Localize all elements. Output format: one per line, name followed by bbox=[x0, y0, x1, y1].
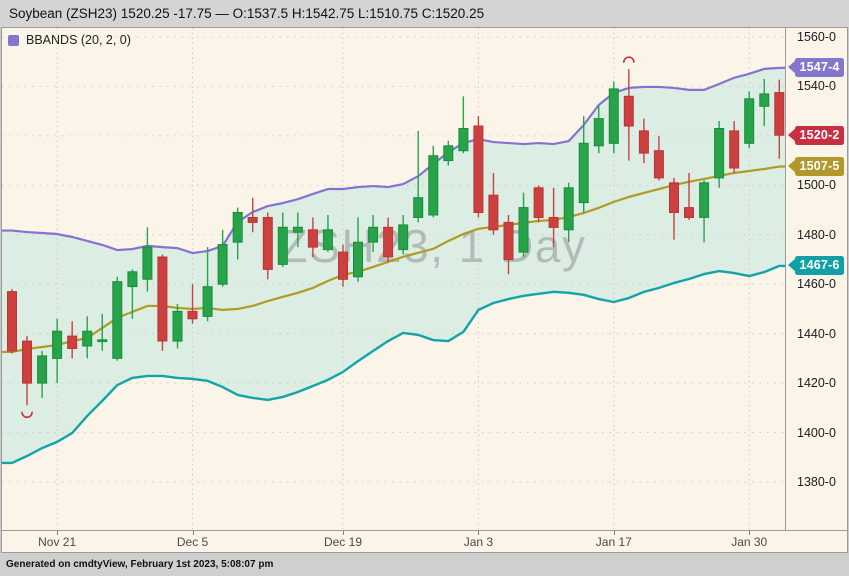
time-tick-mark bbox=[342, 531, 344, 535]
time-tick-label: Dec 19 bbox=[323, 535, 362, 549]
upper-band-price-badge: 1547-4 bbox=[788, 58, 844, 78]
candle-body[interactable] bbox=[503, 221, 514, 260]
candle-body[interactable] bbox=[623, 95, 634, 127]
candle-body[interactable] bbox=[217, 244, 228, 285]
time-axis[interactable]: Nov 21 Dec 5 Dec 19 Jan 3 Jan 17 Jan 30 bbox=[2, 530, 847, 552]
candle-body[interactable] bbox=[774, 92, 785, 136]
price-axis[interactable]: 1560-0 1540-0 1500-0 1480-0 1460-0 1440-0 1420… bbox=[785, 28, 847, 530]
price-tick-label: 1440-0 bbox=[797, 326, 836, 341]
candle-body[interactable] bbox=[608, 88, 619, 144]
candle-body[interactable] bbox=[548, 217, 559, 228]
candle-body[interactable] bbox=[202, 286, 213, 317]
bbands-color-swatch bbox=[8, 34, 19, 46]
candle-body[interactable] bbox=[368, 226, 379, 243]
reversal-arc-above bbox=[623, 56, 635, 63]
candle-body[interactable] bbox=[458, 128, 469, 152]
price-tick-label: 1560-0 bbox=[797, 30, 836, 44]
price-tick-label: 1420-0 bbox=[797, 376, 836, 391]
candlestick-chart[interactable]: ZSH23, 1 Day bbox=[2, 28, 785, 530]
candle-body[interactable] bbox=[7, 291, 17, 352]
candle-body[interactable] bbox=[563, 187, 574, 231]
time-tick-label: Jan 3 bbox=[463, 535, 494, 549]
candle-body[interactable] bbox=[172, 310, 183, 342]
candle-body[interactable] bbox=[22, 340, 32, 384]
bollinger-middle-band bbox=[2, 165, 785, 354]
candle-body[interactable] bbox=[653, 150, 664, 179]
candle-body[interactable] bbox=[669, 182, 679, 214]
candle-body[interactable] bbox=[232, 212, 243, 243]
price-tick-label: 1460-0 bbox=[797, 277, 836, 292]
chart-header: Soybean (ZSH23) 1520.25 -17.75 — O:1537.… bbox=[0, 0, 849, 27]
instrument-quote-title: Soybean (ZSH23) 1520.25 -17.75 — O:1537.… bbox=[9, 6, 485, 21]
candle-body[interactable] bbox=[82, 330, 93, 347]
middle-band-price-badge: 1507-5 bbox=[788, 156, 844, 176]
candle-body[interactable] bbox=[383, 226, 394, 258]
time-tick-mark bbox=[192, 531, 194, 535]
price-tick-label: 1380-0 bbox=[797, 474, 836, 489]
time-tick-label: Dec 5 bbox=[176, 535, 209, 549]
bollinger-upper-band bbox=[2, 66, 785, 255]
bbands-legend-label: BBANDS (20, 2, 0) bbox=[26, 33, 131, 47]
time-tick-label: Jan 17 bbox=[595, 535, 632, 549]
bollinger-lower-band bbox=[2, 264, 785, 465]
candle-body[interactable] bbox=[322, 229, 333, 251]
candle-body[interactable] bbox=[684, 207, 694, 219]
candle-body[interactable] bbox=[307, 229, 318, 248]
candle-body[interactable] bbox=[187, 310, 198, 320]
candle-body[interactable] bbox=[112, 281, 123, 359]
generated-timestamp: Generated on cmdtyView, February 1st 202… bbox=[6, 559, 274, 570]
price-tick-label: 1500-0 bbox=[797, 178, 836, 193]
price-tick-label: 1400-0 bbox=[797, 425, 836, 440]
lower-band-price-badge: 1467-6 bbox=[788, 255, 844, 275]
candle-body[interactable] bbox=[593, 118, 604, 147]
footer-bar: Generated on cmdtyView, February 1st 202… bbox=[0, 553, 849, 576]
candle-body[interactable] bbox=[97, 339, 108, 343]
candle-body[interactable] bbox=[729, 130, 740, 169]
candle-body[interactable] bbox=[428, 155, 439, 216]
time-tick-label: Jan 30 bbox=[731, 535, 768, 549]
candle-body[interactable] bbox=[473, 125, 484, 213]
candle-body[interactable] bbox=[518, 207, 529, 253]
time-tick-mark bbox=[749, 531, 751, 535]
candle-body[interactable] bbox=[338, 251, 348, 280]
candle-body[interactable] bbox=[699, 182, 710, 218]
time-tick-mark bbox=[613, 531, 615, 535]
candle-body[interactable] bbox=[67, 335, 78, 350]
candle-body[interactable] bbox=[533, 187, 544, 219]
price-tick-label: 1480-0 bbox=[797, 227, 836, 242]
candle-body[interactable] bbox=[292, 226, 303, 233]
candle-body[interactable] bbox=[398, 224, 409, 251]
candle-body[interactable] bbox=[52, 330, 63, 359]
candle-body[interactable] bbox=[443, 145, 454, 162]
candle-body[interactable] bbox=[413, 197, 424, 218]
candle-body[interactable] bbox=[744, 98, 755, 144]
candle-body[interactable] bbox=[127, 271, 138, 288]
time-tick-label: Nov 21 bbox=[38, 535, 77, 549]
indicator-legend[interactable]: BBANDS (20, 2, 0) bbox=[8, 33, 131, 47]
candle-body[interactable] bbox=[277, 226, 288, 265]
candle-body[interactable] bbox=[157, 256, 168, 342]
candle-body[interactable] bbox=[247, 217, 258, 223]
last-price-badge: 1520-2 bbox=[788, 125, 844, 145]
candle-body[interactable] bbox=[488, 194, 499, 231]
bollinger-band-fill bbox=[2, 67, 785, 463]
price-tick-label: 1540-0 bbox=[797, 79, 836, 94]
time-tick-mark bbox=[57, 531, 59, 535]
candle-body[interactable] bbox=[714, 128, 725, 179]
price-plot[interactable]: ZSH23, 1 Day BBANDS (20, 2, 0) bbox=[2, 28, 785, 530]
candle-body[interactable] bbox=[37, 355, 48, 384]
candle-body[interactable] bbox=[759, 93, 770, 107]
candle-body[interactable] bbox=[578, 142, 589, 204]
chart-frame: ZSH23, 1 Day BBANDS (20, 2, 0) 1560-0 154… bbox=[1, 27, 848, 553]
candle-body[interactable] bbox=[262, 217, 273, 270]
time-tick-mark bbox=[478, 531, 480, 535]
reversal-arc-below bbox=[21, 411, 33, 419]
candle-body[interactable] bbox=[142, 246, 153, 280]
candle-body[interactable] bbox=[638, 130, 649, 154]
candle-body[interactable] bbox=[353, 241, 363, 278]
